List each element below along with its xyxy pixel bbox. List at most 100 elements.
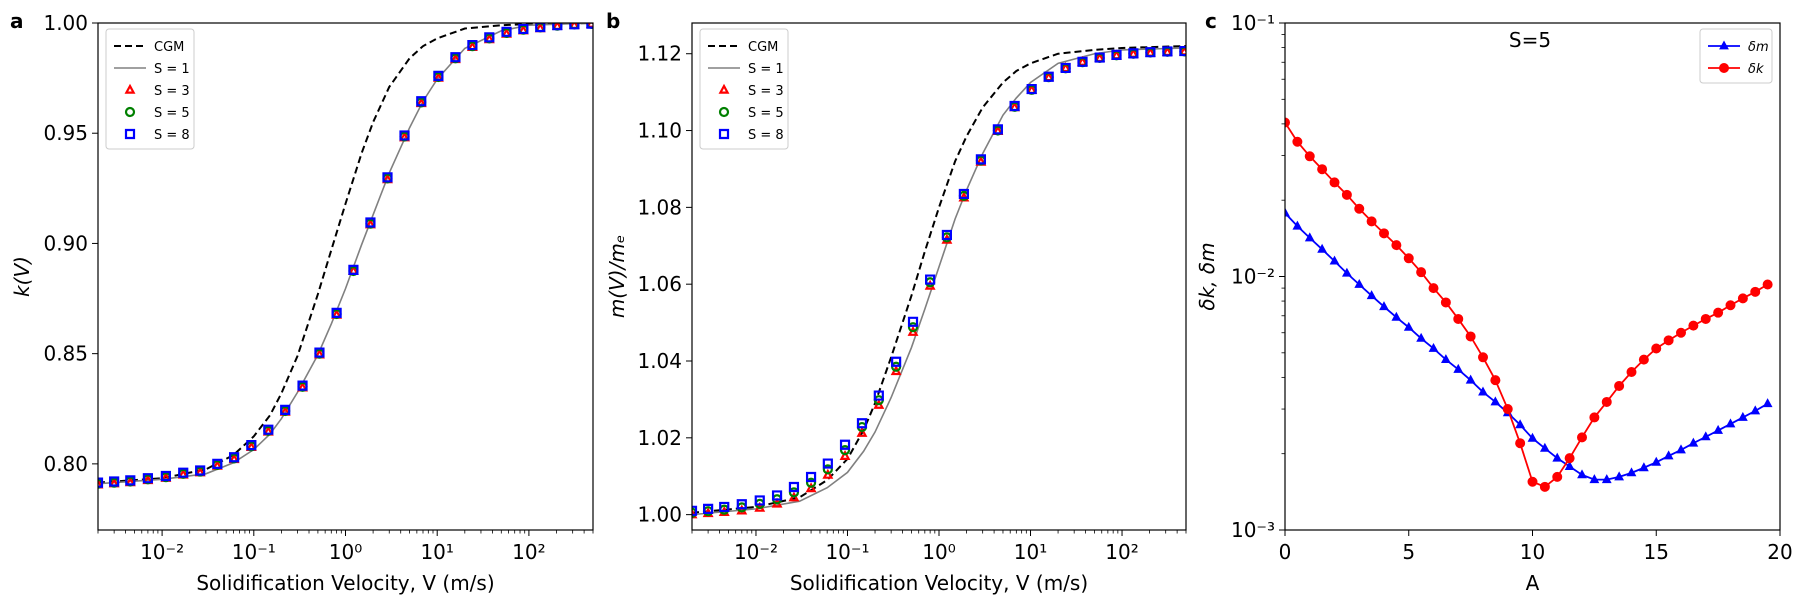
series-4-point [178,467,189,478]
series-4-point [1043,71,1054,82]
axis-ticks: 10⁻² 10⁻¹ 10⁰ 10¹ 10² 1.00 1.02 1.04 1.06 1.08 1.1… [637,42,1187,564]
series-1-point [1502,404,1513,415]
series-4-point [229,452,240,463]
series-0-point [1762,398,1773,408]
series-0-point [1490,396,1501,406]
x-tick-label: 5 [1402,540,1415,564]
x-tick-label: 10⁻¹ [825,540,869,564]
y-tick-label: 0.95 [43,121,88,145]
series-4-point [160,470,171,482]
series-4-point [125,475,136,486]
series-4-point [1111,49,1122,60]
series-1-point [1285,117,1290,128]
series-4-point [450,52,461,63]
y-tick-label: 1.12 [637,42,682,66]
series-1-point [1577,432,1587,443]
x-tick-label: 10² [512,540,545,564]
y-axis-label: m(V)/mₑ [605,235,629,318]
series-4-point [941,229,953,241]
plot-area [98,23,593,489]
series-line-1 [98,23,593,485]
series-1-point [1700,313,1711,324]
legend: CGM S = 1 S = 3 S = 5 S = 8 [699,28,789,150]
series-0-point [1552,452,1563,462]
series-4-point [805,471,817,483]
series-3-point [822,464,833,475]
series-1-point [1453,313,1464,324]
series-4-point [958,188,969,200]
series-line-1 [1285,122,1769,488]
plot-area [1285,117,1773,492]
series-1-point [1762,279,1773,290]
series-4-point [518,23,529,35]
series-0-point [1285,207,1290,217]
legend-marker [1719,63,1729,73]
series-0-point [1354,278,1365,288]
plot-frame [1284,22,1781,531]
legend-box [699,28,789,150]
series-1-point [1304,151,1315,162]
series-4-point [98,477,104,488]
series-1-point [1317,164,1328,175]
series-1-point [1490,375,1501,386]
legend-label: δm [1748,40,1769,55]
axis-ticks: 0 5 10 15 20 10⁻³ 10⁻² 10⁻¹ [1231,11,1793,564]
legend-marker [1719,40,1729,50]
series-4-point [1009,100,1020,112]
series-4-point [771,490,783,501]
legend-marker [718,128,730,140]
series-1-point [1564,453,1575,464]
series-0-point [1737,411,1748,421]
series-0-point [1638,462,1649,472]
legend: CGM S = 1 S = 3 S = 5 S = 8 [105,28,195,150]
x-tick-label: 10¹ [1014,540,1047,564]
series-4-point [484,32,495,43]
series-4-point [1060,62,1071,74]
series-4-point [142,473,153,484]
series-4-point [535,23,546,33]
y-tick-label: 0.85 [43,342,88,366]
series-0-point [1601,474,1612,484]
x-tick-label: 10¹ [420,540,453,564]
series-1-point [1403,253,1414,264]
series-4-point [280,404,291,415]
series-1-point [1725,300,1736,311]
series-1-point [1428,283,1439,294]
x-tick-label: 20 [1767,540,1792,564]
panel-b: 10⁻² 10⁻¹ 10⁰ 10¹ 10² 1.00 1.02 1.04 1.06 1.08 1.1… [605,9,1187,595]
series-1-point [1552,471,1563,482]
series-0-point [1527,432,1538,442]
series-0-point [1713,424,1724,434]
series-4-point [788,481,800,493]
y-tick-label: 1.02 [637,426,682,450]
legend-label: S = 5 [748,106,784,121]
series-4-point [416,96,427,107]
series-2-point [839,449,851,460]
panel-a: 10⁻² 10⁻¹ 10⁰ 10¹ 10² 0.80 0.85 0.90 0.95 1.00 Sol… [10,9,594,595]
series-line-1 [692,47,1186,516]
series-4-point [314,347,325,358]
series-2-point [822,468,834,479]
series-1-point [1527,476,1538,487]
series-1-point [1478,352,1488,363]
x-tick-label: 10⁰ [329,540,362,564]
series-4-point [992,124,1003,135]
x-tick-label: 10⁻² [140,540,184,564]
legend-marker [718,83,730,94]
series-4-point [907,316,919,327]
series-0-point [1292,220,1303,230]
legend-label: S = 1 [154,62,190,77]
y-axis-label: k(V) [10,256,34,297]
series-1-point [1713,307,1724,318]
series-4-point [1162,46,1173,57]
series-4-point [975,154,987,165]
series-0-point [1453,363,1464,373]
series-4-point [433,70,444,82]
series-0-point [1329,255,1340,265]
series-4-point [1145,47,1156,58]
series-4-point [692,505,698,516]
series-4-point [331,307,342,318]
series-0-point [1403,321,1414,331]
series-0-point [1440,354,1451,364]
